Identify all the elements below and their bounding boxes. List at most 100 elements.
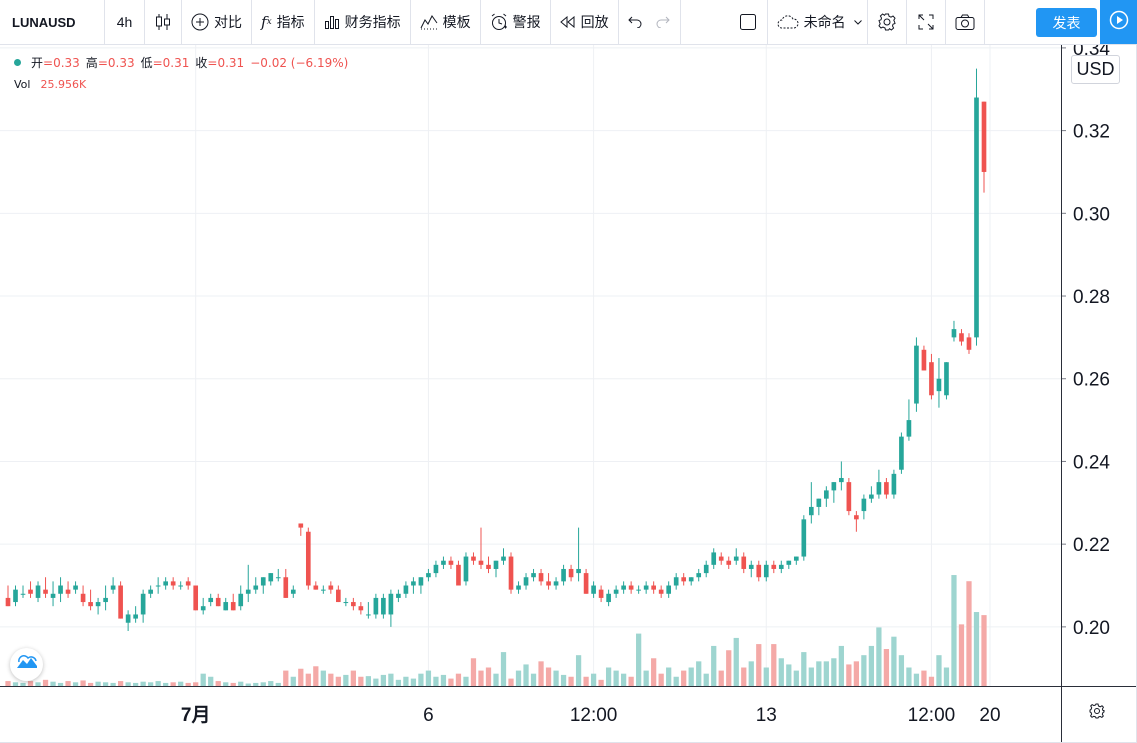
financials-button[interactable]: 财务指标 [315,0,411,44]
candle [726,556,732,569]
volume-bar [906,667,912,686]
candle [748,560,754,578]
candle [966,333,972,354]
templates-label: 模板 [442,14,471,30]
volume-bar [298,668,304,686]
candle [373,593,379,619]
candle [583,568,589,594]
candle [523,573,529,590]
volume-bar [853,661,859,686]
tradingview-logo-button[interactable] [10,648,43,681]
candle [110,577,116,594]
volume-bar [223,682,229,686]
time-tick-label: 12:00 [908,705,956,726]
volume-bar [658,673,664,686]
candle-body [621,585,626,590]
volume-bar [238,681,244,686]
candle [358,602,364,615]
candle-body [839,477,844,483]
volume-bar [673,676,679,686]
volume-bar [260,682,266,686]
undo-icon[interactable] [627,16,642,28]
alert-button[interactable]: 警报 [481,0,551,44]
candle-body [658,589,664,594]
templates-button[interactable]: 模板 [411,0,481,44]
candle [170,577,176,590]
volume-bar [538,661,544,686]
interval-button[interactable]: 4h [105,0,145,44]
volume-bar [448,678,454,686]
candle [643,581,649,594]
volume-bar [793,670,799,686]
volume-bar [290,676,296,686]
candle-body [95,602,101,607]
candle [230,593,236,611]
candle [223,597,229,611]
candle [793,556,799,565]
replay-button[interactable]: 回放 [551,0,619,44]
fullscreen-button[interactable] [907,0,946,44]
candle-body [411,581,416,586]
fullscreen-toggle-button[interactable] [739,0,768,44]
candle [808,482,814,524]
candle-body [726,560,732,565]
candle-body [260,577,266,586]
volume-bar [433,676,439,686]
layout-name-button[interactable]: 未命名 [768,0,868,44]
candle-body [403,585,409,594]
candle [178,581,184,590]
price-tick-label: 0.32 [1073,122,1110,143]
volume-bar [928,676,935,686]
templates-icon [420,14,438,30]
spacer [681,0,739,44]
candle-body [831,482,837,491]
settings-toolbar-button[interactable] [868,0,907,44]
time-tick-label: 13 [756,705,777,726]
candle-body [245,589,251,594]
redo-icon[interactable] [656,16,670,28]
candle-body [854,515,859,520]
candle [118,581,123,619]
snapshot-button[interactable] [946,0,985,44]
candle-body [771,564,777,569]
candle-body [50,593,56,598]
axis-settings-button[interactable] [1087,703,1107,723]
open-value: =0.33 [43,55,80,70]
candle-body [681,577,687,582]
play-button[interactable] [1099,0,1137,44]
volume-bar [373,678,379,686]
currency-button[interactable]: USD [1071,55,1120,84]
candle [336,585,341,603]
candle [651,581,656,594]
volume-bar [163,682,169,686]
volume-bar [973,612,980,686]
compare-button[interactable]: 对比 [182,0,252,44]
price-tick-label: 0.22 [1073,535,1110,556]
candle-body [516,585,521,590]
symbol-search-button[interactable]: LUNAUSD [0,0,105,44]
volume-bar [696,661,702,686]
candle-body [80,593,86,603]
candle-body [373,597,379,615]
volume-bar [530,673,537,686]
candle [80,585,86,607]
gear-icon [878,13,896,31]
chart-style-button[interactable] [145,0,182,44]
volume-bar [823,661,829,686]
volume-bar [733,637,739,686]
publish-button[interactable]: 发表 [1036,8,1097,37]
volume-bar [358,676,364,686]
candle-body [501,556,506,561]
currency-label: USD [1076,59,1115,79]
candle [884,477,889,499]
candle-body [351,602,356,607]
candle [478,527,484,569]
candle-body [35,585,41,598]
candle-body [5,597,11,607]
high-label: 高 [85,56,98,70]
volume-bar [943,667,950,686]
candle-body [884,482,889,495]
price-tick-label: 0.28 [1073,287,1110,308]
